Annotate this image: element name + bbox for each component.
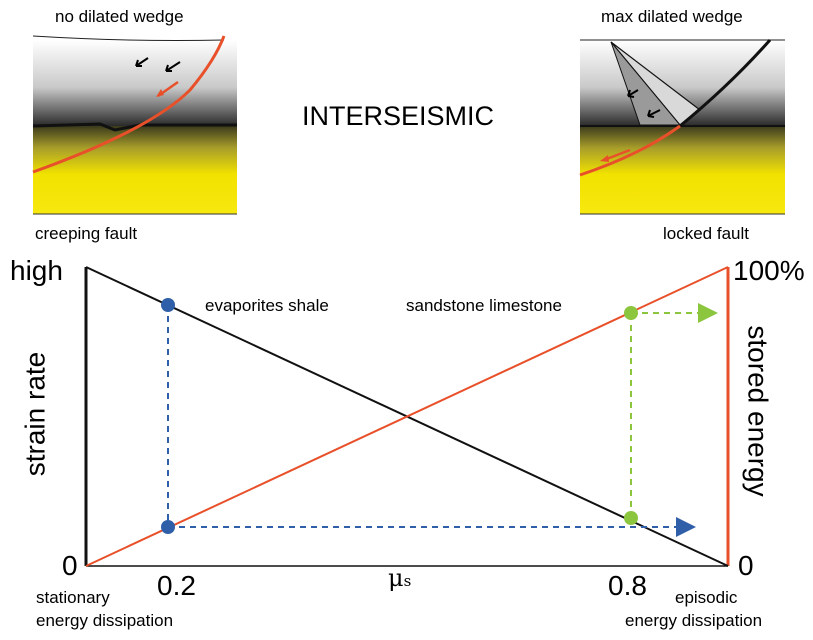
center-title: INTERSEISMIC: [302, 101, 495, 131]
x-tick-0-8: 0.8: [608, 570, 647, 601]
left-inset-lower-layer: [33, 126, 237, 214]
left-inset-upper-layer: [33, 40, 237, 126]
x-axis-mu-subscript: s: [403, 572, 412, 590]
x-axis-mu-symbol: μ: [388, 564, 404, 592]
x-right-caption-2: energy dissipation: [625, 611, 763, 630]
chart: [84, 266, 730, 567]
left-inset-surface: [32, 35, 225, 41]
right-inset-locked-fault: [679, 39, 772, 128]
right-inset-fault: [579, 124, 681, 177]
left-inset-boundary: [32, 122, 237, 132]
left-inset-slip-arrowhead-icon: [156, 89, 164, 97]
right-inset-top-label: max dilated wedge: [601, 7, 743, 26]
y-left-top-label: high: [10, 255, 63, 286]
green-marker-energy: [624, 306, 638, 320]
y-left-axis-title: strain rate: [19, 351, 51, 477]
x-tick-0-2: 0.2: [157, 570, 196, 601]
left-inset-top-label: no dilated wedge: [55, 7, 184, 26]
x-axis-mu-label: μs: [388, 566, 411, 590]
left-material-label: evaporites shale: [205, 296, 329, 315]
left-inset-bottom-label: creeping fault: [35, 224, 138, 243]
right-inset-arrow-2-icon: [647, 109, 661, 118]
right-inset-bottom-label: locked fault: [663, 224, 749, 243]
left-inset-arrow-1-icon: [135, 57, 149, 67]
y-right-axis-title: stored energy: [742, 325, 774, 497]
x-left-caption-1: stationary: [36, 588, 110, 607]
green-marker-strain: [624, 511, 638, 525]
stored-energy-line: [85, 266, 729, 567]
right-inset-arrow-1-icon: [627, 89, 639, 98]
x-left-caption-2: energy dissipation: [36, 611, 174, 630]
left-inset-arrow-2-icon: [165, 61, 181, 72]
right-inset: [579, 39, 785, 215]
y-right-top-label: 100%: [733, 255, 805, 286]
right-material-label: sandstone limestone: [406, 296, 562, 315]
right-inset-slip-arrowhead-icon: [600, 155, 609, 162]
left-inset: [32, 35, 237, 215]
y-right-bottom-label: 0: [738, 550, 754, 581]
x-right-caption-1: episodic: [675, 588, 738, 607]
y-left-bottom-label: 0: [62, 550, 78, 581]
right-inset-lower-layer: [580, 126, 785, 214]
left-inset-fault: [32, 35, 226, 174]
blue-marker-strain: [161, 298, 175, 312]
right-inset-wedge-shadow: [610, 41, 682, 126]
blue-marker-energy: [161, 520, 175, 534]
